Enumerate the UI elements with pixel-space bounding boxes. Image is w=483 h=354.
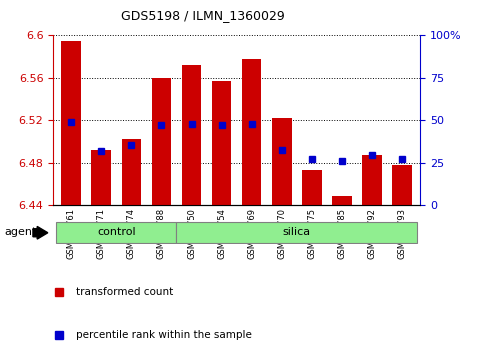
Text: agent: agent	[4, 227, 37, 236]
Bar	[56, 222, 176, 243]
Text: GDS5198 / ILMN_1360029: GDS5198 / ILMN_1360029	[121, 9, 285, 22]
Bar	[332, 196, 352, 205]
Text: transformed count: transformed count	[76, 287, 173, 297]
Text: silica: silica	[283, 227, 311, 237]
Bar	[362, 155, 382, 205]
Text: percentile rank within the sample: percentile rank within the sample	[76, 330, 252, 340]
Bar	[392, 165, 412, 205]
Bar	[272, 118, 292, 205]
Text: control: control	[97, 227, 136, 237]
Bar	[176, 222, 417, 243]
Bar	[212, 81, 231, 205]
Bar	[91, 150, 111, 205]
Bar	[182, 65, 201, 205]
Bar	[242, 59, 261, 205]
Bar	[152, 78, 171, 205]
Bar	[122, 139, 141, 205]
Bar	[61, 41, 81, 205]
Bar	[302, 170, 322, 205]
FancyArrow shape	[33, 227, 48, 239]
